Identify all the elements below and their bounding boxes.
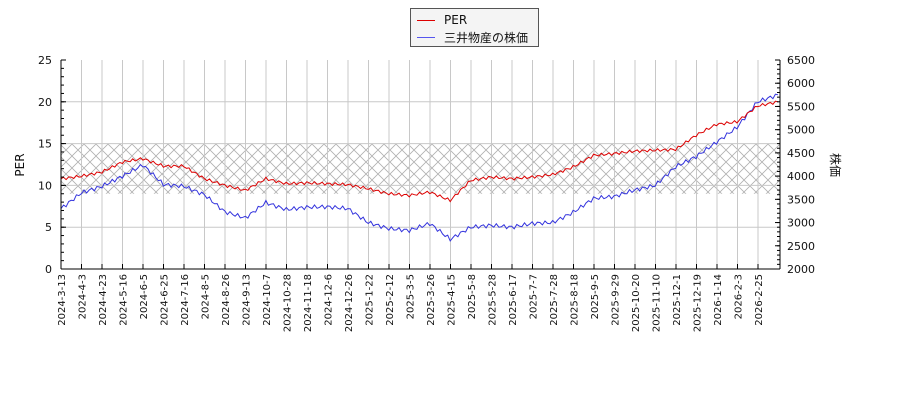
left-tick-label: 10 xyxy=(38,179,52,192)
x-tick-label: 2024-12-6 xyxy=(324,274,335,326)
x-tick-label: 2025-9-5 xyxy=(590,274,601,319)
x-tick-label: 2024-11-18 xyxy=(303,274,314,332)
left-tick-label: 0 xyxy=(45,263,52,276)
x-tick-label: 2024-10-28 xyxy=(283,274,294,332)
x-tick-label: 2025-10-20 xyxy=(631,274,642,332)
price-line xyxy=(60,93,779,242)
x-tick-label: 2025-7-7 xyxy=(529,274,540,319)
x-tick-label: 2025-5-8 xyxy=(467,274,478,319)
x-tick-label: 2024-5-16 xyxy=(119,274,130,326)
x-tick-label: 2024-4-23 xyxy=(98,274,109,326)
x-tick-label: 2025-6-17 xyxy=(508,274,519,326)
left-tick-label: 20 xyxy=(38,96,52,109)
x-tick-label: 2026-2-3 xyxy=(734,274,745,319)
legend-label-per: PER xyxy=(444,13,468,27)
axes: 0 5 10 15 20 25 2000 2500 3000 3500 4000 4500 5000 55… xyxy=(38,54,815,332)
hatched-band xyxy=(61,143,780,194)
x-tick-label: 2025-1-22 xyxy=(365,274,376,326)
series-lines xyxy=(60,93,779,242)
x-tick-label: 2024-6-25 xyxy=(160,274,171,326)
left-tick-label: 25 xyxy=(38,54,52,67)
legend-swatch-price xyxy=(417,36,435,38)
x-tick-label: 2024-6-5 xyxy=(139,274,150,319)
x-tick-label: 2024-10-7 xyxy=(262,274,273,326)
x-tick-label: 2025-7-28 xyxy=(549,274,560,326)
legend-entry-price: 三井物産の株価 xyxy=(417,29,528,45)
x-tick-label: 2024-8-26 xyxy=(221,274,232,326)
x-tick-label: 2025-12-1 xyxy=(672,274,683,326)
hatch-band-rect xyxy=(61,143,780,194)
x-tick-label: 2024-9-13 xyxy=(242,274,253,326)
legend-swatch-per xyxy=(417,19,435,21)
right-tick-label: 2500 xyxy=(787,240,815,253)
x-tick-label: 2025-12-19 xyxy=(693,274,704,332)
x-tick-label: 2024-7-16 xyxy=(180,274,191,326)
per-line xyxy=(60,100,779,203)
grid-lines xyxy=(61,60,780,269)
x-tick-label: 2024-12-26 xyxy=(344,274,355,332)
x-tick-label: 2025-8-18 xyxy=(570,274,581,326)
x-tick-label: 2025-4-15 xyxy=(447,274,458,326)
right-tick-label: 3000 xyxy=(787,217,815,230)
x-tick-label: 2024-3-13 xyxy=(57,274,68,326)
y-axis-label-left: PER xyxy=(13,153,27,176)
x-tick-label: 2025-5-28 xyxy=(488,274,499,326)
x-tick-label: 2026-1-14 xyxy=(713,274,724,326)
right-tick-label: 4500 xyxy=(787,147,815,160)
left-tick-label: 15 xyxy=(38,138,52,151)
right-tick-label: 4000 xyxy=(787,170,815,183)
x-tick-label: 2024-4-3 xyxy=(78,274,89,319)
right-tick-label: 5500 xyxy=(787,100,815,113)
right-tick-label: 3500 xyxy=(787,193,815,206)
y-axis-label-right: 株価 xyxy=(828,153,843,177)
x-tick-label: 2025-3-5 xyxy=(406,274,417,319)
left-tick-label: 5 xyxy=(45,221,52,234)
x-tick-label: 2025-3-26 xyxy=(426,274,437,326)
x-tick-label: 2026-2-25 xyxy=(754,274,765,326)
right-tick-label: 6000 xyxy=(787,77,815,90)
right-tick-label: 2000 xyxy=(787,263,815,276)
legend-label-price: 三井物産の株価 xyxy=(444,30,529,45)
x-tick-label: 2024-8-5 xyxy=(201,274,212,319)
x-tick-label: 2025-9-29 xyxy=(611,274,622,326)
chart-legend: PER 三井物産の株価 xyxy=(410,8,539,47)
x-tick-label: 2025-2-12 xyxy=(385,274,396,326)
x-tick-label: 2025-11-10 xyxy=(652,274,663,332)
right-tick-label: 5000 xyxy=(787,124,815,137)
right-tick-label: 6500 xyxy=(787,54,815,67)
legend-entry-per: PER xyxy=(417,12,467,28)
